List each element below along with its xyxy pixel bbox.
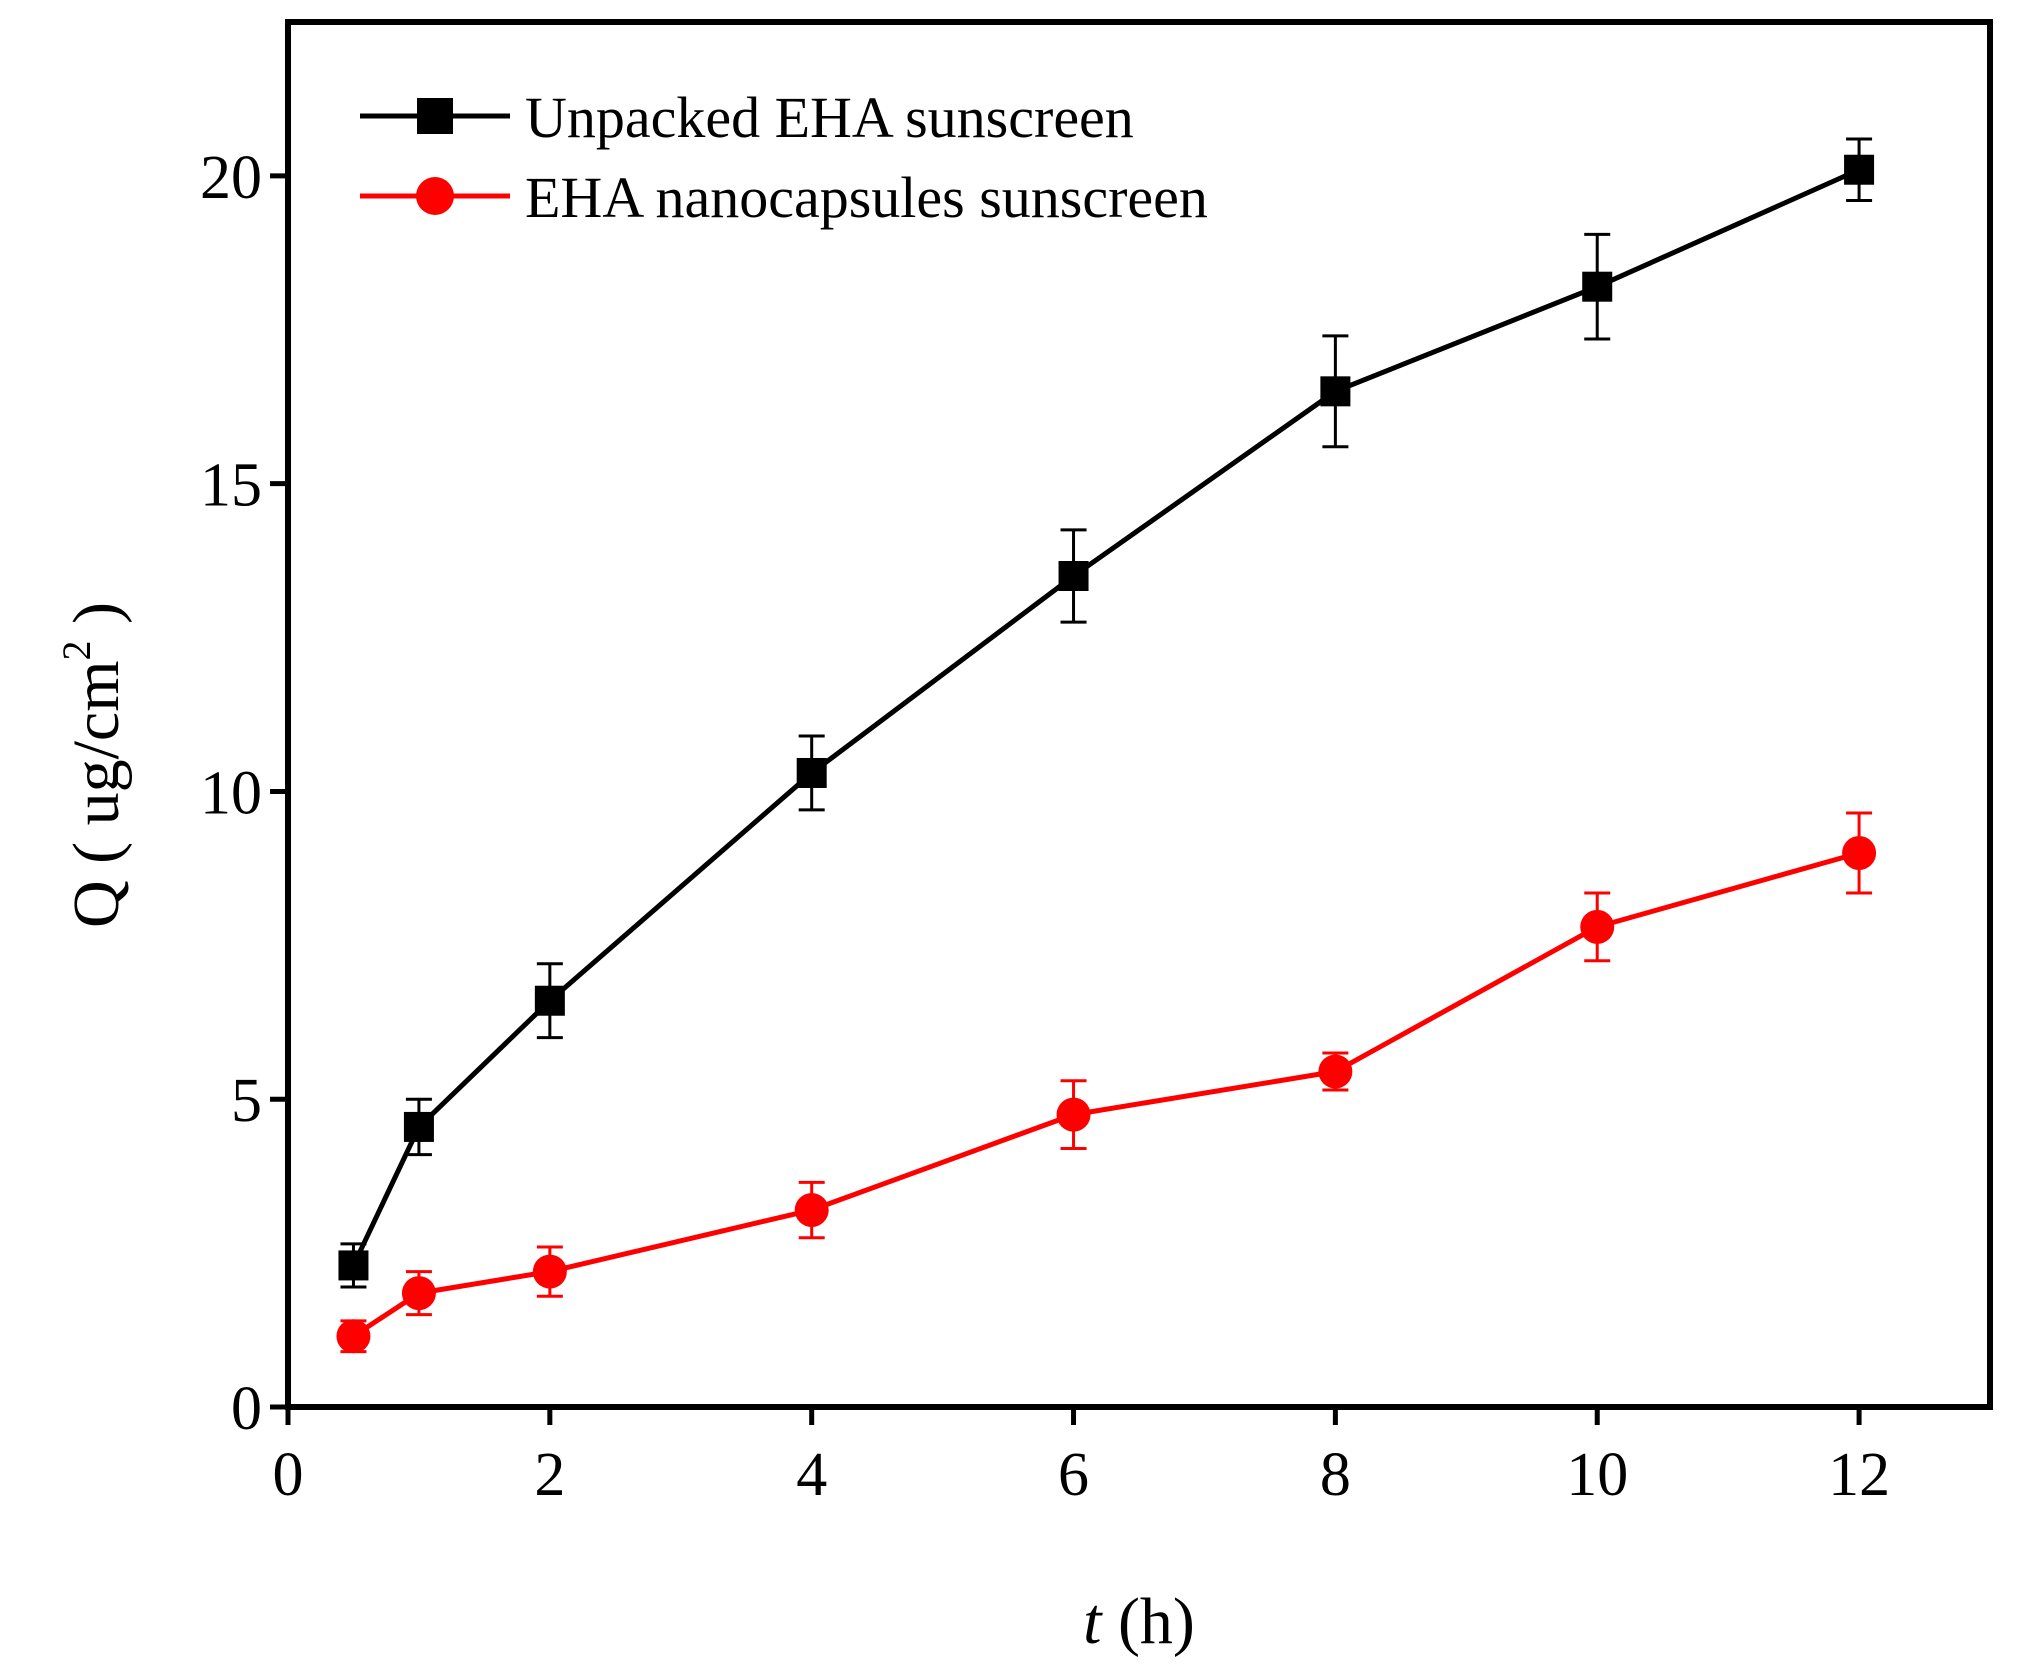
data-point-circle: [1842, 836, 1877, 870]
data-point-square: [1320, 376, 1351, 407]
y-axis-ticks: 0 5 10 15 20: [200, 144, 288, 1443]
y-tick-label: 0: [231, 1375, 262, 1443]
y-tick-label: 5: [231, 1067, 262, 1135]
data-point-circle: [532, 1254, 567, 1289]
data-point-square: [1058, 561, 1089, 591]
series-layer: [336, 137, 1877, 1354]
plot-frame: [285, 19, 1993, 1410]
data-point-circle: [1318, 1054, 1353, 1089]
legend-item-0: Unpacked EHA sunscreen: [360, 85, 1134, 150]
legend-label-unpacked: Unpacked EHA sunscreen: [525, 85, 1134, 150]
data-point-square: [1844, 154, 1875, 185]
data-point-square: [1582, 271, 1613, 302]
x-tick-label: 4: [796, 1441, 827, 1509]
data-point-square: [338, 1250, 369, 1281]
legend: Unpacked EHA sunscreen EHA nanocapsules …: [360, 85, 1208, 230]
x-axis-title: t (h): [1083, 1585, 1195, 1658]
data-point-circle: [794, 1193, 829, 1228]
data-point-square: [403, 1111, 434, 1142]
x-tick-label: 6: [1058, 1441, 1089, 1509]
x-axis-title-unit: (h): [1101, 1585, 1194, 1658]
data-point-circle: [1056, 1097, 1091, 1132]
y-axis-title-superscript: 2: [54, 640, 99, 660]
series-line: [352, 850, 1860, 1339]
y-tick-label: 15: [200, 452, 262, 520]
y-tick-label: 20: [200, 144, 262, 212]
x-tick-label: 8: [1320, 1441, 1351, 1509]
data-point-square: [796, 757, 827, 788]
x-tick-label: 2: [534, 1441, 565, 1509]
legend-marker-square: [417, 98, 453, 134]
x-tick-label: 10: [1566, 1441, 1628, 1509]
x-axis-title-variable: t: [1083, 1585, 1103, 1658]
y-axis-title-close: ): [60, 602, 133, 640]
legend-label-nanocapsules: EHA nanocapsules sunscreen: [525, 165, 1208, 230]
y-tick-label: 10: [200, 759, 262, 827]
series-0: [338, 137, 1875, 1289]
data-point-circle: [1580, 909, 1615, 944]
series-line: [351, 167, 1861, 1267]
data-point-circle: [336, 1319, 371, 1354]
data-point-square: [534, 985, 565, 1016]
x-tick-label: 12: [1828, 1441, 1890, 1509]
y-axis-title: Q ( ug/cm2 ): [54, 602, 133, 928]
x-tick-label: 0: [273, 1441, 304, 1509]
legend-marker-circle: [416, 177, 454, 215]
legend-item-1: EHA nanocapsules sunscreen: [360, 165, 1208, 230]
series-1: [336, 811, 1877, 1354]
x-axis-ticks: 0 2 4 6 8 10 12: [273, 1407, 1890, 1509]
data-point-circle: [401, 1276, 436, 1311]
y-axis-title-main: Q ( ug/cm: [60, 660, 133, 928]
